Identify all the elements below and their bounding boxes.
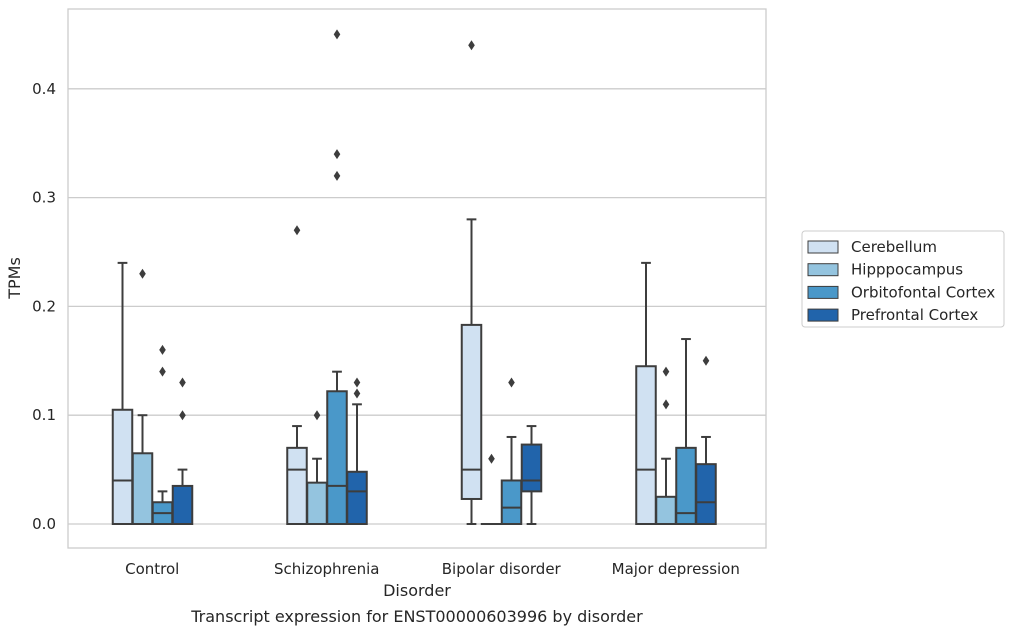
outlier-point — [159, 344, 166, 355]
legend-label: Cerebellum — [851, 238, 937, 256]
outlier-point — [159, 366, 166, 377]
x-tick-label: Schizophrenia — [274, 560, 379, 578]
legend-swatch — [807, 308, 839, 322]
y-tick-label: 0.4 — [32, 80, 56, 98]
box-body — [326, 390, 348, 525]
y-tick-label: 0.3 — [32, 189, 56, 207]
y-tick-label: 0.0 — [32, 515, 56, 533]
outlier-point — [179, 410, 186, 421]
outlier-point — [333, 149, 341, 160]
box-cerebellum — [460, 40, 483, 525]
y-tick-label: 0.1 — [32, 406, 56, 424]
box-orbitofontal-cortex — [675, 338, 697, 525]
outlier-point — [702, 355, 710, 366]
outlier-point — [139, 268, 146, 279]
box-body — [286, 446, 308, 525]
box-hipppocampus — [655, 366, 677, 525]
figure-caption: Transcript expression for ENST0000060399… — [190, 607, 643, 626]
legend: Cerebellum Hipppocampus Orbitofontal Corte… — [801, 230, 1005, 328]
box-body — [111, 408, 134, 526]
y-axis-label: TPMs — [5, 257, 24, 300]
box-prefrontal-cortex — [695, 355, 717, 526]
box-cerebellum — [635, 261, 657, 525]
x-tick-label: Bipolar disorder — [442, 560, 562, 578]
box-hipppocampus — [131, 268, 154, 525]
box-series — [111, 29, 717, 526]
legend-label: Orbitofontal Cortex — [851, 283, 995, 301]
outlier-point — [179, 377, 186, 388]
box-cerebellum — [286, 225, 308, 525]
legend-label: Hipppocampus — [851, 261, 963, 279]
outlier-point — [468, 40, 475, 51]
outlier-point — [353, 377, 361, 388]
box-body — [655, 495, 677, 525]
outlier-point — [333, 170, 341, 181]
box-prefrontal-cortex — [520, 425, 543, 525]
x-tick-label: Major depression — [612, 560, 740, 578]
outlier-point — [333, 29, 341, 40]
y-tick-label: 0.2 — [32, 297, 56, 315]
box-body — [171, 484, 194, 526]
x-tick-label: Control — [125, 560, 179, 578]
legend-swatch — [807, 240, 839, 254]
box-body — [460, 323, 483, 500]
box-prefrontal-cortex — [346, 377, 368, 525]
box-body — [695, 463, 717, 526]
box-body — [346, 470, 368, 525]
box-cerebellum — [111, 261, 134, 526]
legend-frame — [801, 230, 1005, 328]
box-orbitofontal-cortex — [326, 29, 348, 525]
outlier-point — [508, 377, 515, 388]
box-hipppocampus — [480, 453, 503, 526]
box-body — [635, 365, 657, 525]
outlier-point — [488, 453, 495, 464]
box-hipppocampus — [306, 410, 328, 526]
x-axis-label: Disorder — [383, 581, 451, 600]
legend-label: Prefrontal Cortex — [851, 306, 978, 324]
outlier-point — [313, 410, 321, 421]
box-body — [306, 481, 328, 526]
box-body — [500, 479, 523, 526]
outlier-point — [662, 399, 670, 410]
plot-frame — [67, 8, 767, 549]
x-tick-labels: Control Schizophrenia Bipolar disorder Majo… — [125, 560, 740, 578]
legend-swatch — [807, 263, 839, 277]
outlier-point — [293, 225, 301, 236]
legend-swatch — [807, 285, 839, 299]
box-body — [520, 443, 543, 493]
box-orbitofontal-cortex — [151, 344, 174, 525]
outlier-point — [353, 388, 361, 399]
y-tick-labels: 0.0 0.1 0.2 0.3 0.4 — [32, 80, 56, 533]
box-body — [131, 452, 154, 525]
box-orbitofontal-cortex — [500, 377, 523, 526]
outlier-point — [662, 366, 670, 377]
box-prefrontal-cortex — [171, 377, 194, 526]
